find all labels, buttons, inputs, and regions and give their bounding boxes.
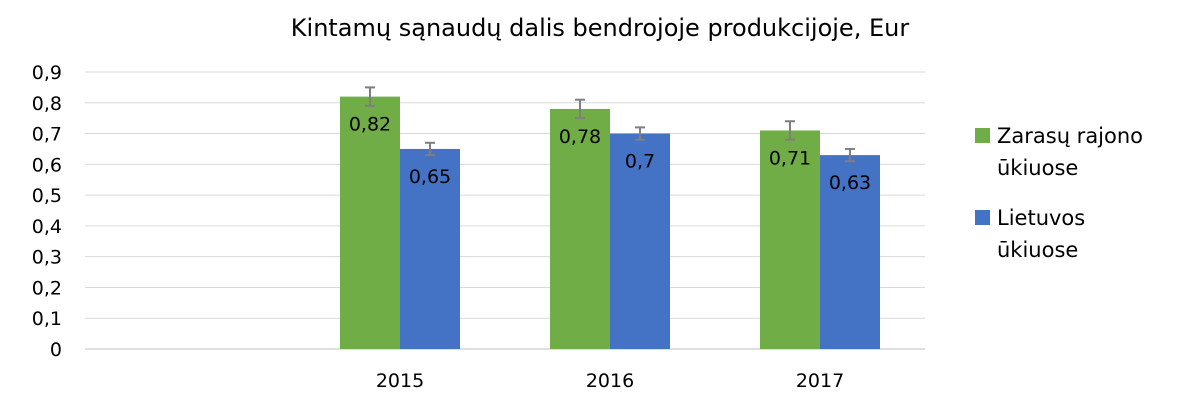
y-tick-label: 0,9 (32, 62, 62, 84)
y-tick-label: 0,1 (32, 308, 62, 330)
bar (550, 108, 610, 349)
bar (760, 130, 820, 349)
chart-legend: Zarasų rajono ūkiuose Lietuvos ūkiuose (975, 120, 1195, 266)
y-tick-label: 0,8 (32, 93, 62, 115)
data-label: 0,78 (559, 126, 601, 148)
data-label: 0,65 (409, 166, 451, 188)
legend-item-zarasu: Zarasų rajono ūkiuose (975, 120, 1195, 184)
x-tick-label: 2015 (376, 370, 424, 392)
data-label: 0,71 (769, 147, 811, 169)
y-tick-label: 0,4 (32, 216, 62, 238)
legend-swatch-lietuvos (975, 210, 990, 225)
bar (610, 133, 670, 349)
legend-item-lietuvos: Lietuvos ūkiuose (975, 202, 1195, 266)
x-tick-label: 2017 (796, 370, 844, 392)
data-label: 0,7 (625, 151, 655, 173)
legend-swatch-zarasu (975, 128, 990, 143)
bar (400, 148, 460, 349)
x-tick-label: 2016 (586, 370, 634, 392)
y-tick-label: 0,3 (32, 247, 62, 269)
legend-label-lietuvos: Lietuvos ūkiuose (997, 206, 1086, 262)
chart-title: Kintamų sąnaudų dalis bendrojoje produkc… (290, 14, 910, 42)
data-label: 0,63 (829, 172, 871, 194)
bar (820, 155, 880, 349)
bar (340, 96, 400, 349)
legend-label-zarasu: Zarasų rajono ūkiuose (997, 124, 1144, 180)
y-tick-label: 0 (50, 339, 62, 361)
y-tick-label: 0,2 (32, 277, 62, 299)
y-tick-label: 0,7 (32, 124, 62, 146)
data-label: 0,82 (349, 114, 391, 136)
y-tick-label: 0,5 (32, 185, 62, 207)
y-tick-label: 0,6 (32, 154, 62, 176)
